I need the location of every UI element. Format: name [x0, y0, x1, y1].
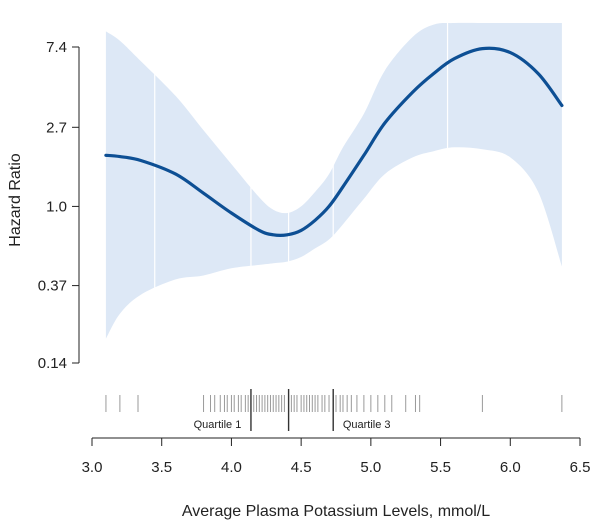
x-tick-label: 5.5: [430, 459, 451, 476]
y-tick-label: 0.14: [38, 355, 67, 372]
x-tick-label: 5.0: [360, 459, 381, 476]
x-tick-label: 6.0: [500, 459, 521, 476]
x-tick-label: 4.5: [291, 459, 312, 476]
y-axis-title: Hazard Ratio: [7, 153, 24, 246]
x-tick-label: 3.0: [82, 459, 103, 476]
confidence-band: [105, 22, 562, 339]
y-tick-label: 1.0: [46, 198, 67, 215]
x-axis-title: Average Plasma Potassium Levels, mmol/L: [182, 503, 490, 520]
quartile-label: Quartile 3: [343, 419, 391, 431]
y-tick-label: 7.4: [46, 39, 67, 56]
x-tick-label: 3.5: [151, 459, 172, 476]
quartile-label: Quartile 1: [194, 419, 242, 431]
hazard-ratio-line: [104, 46, 564, 237]
y-tick-label: 2.7: [46, 119, 67, 136]
x-tick-label: 6.5: [570, 459, 591, 476]
y-tick-label: 0.37: [38, 278, 67, 295]
x-tick-label: 4.0: [221, 459, 242, 476]
